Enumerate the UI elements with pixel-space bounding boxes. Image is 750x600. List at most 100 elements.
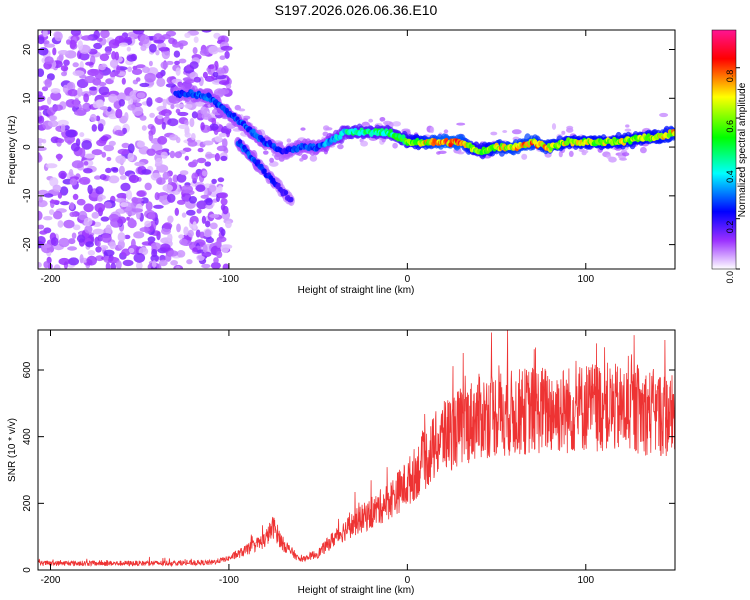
- noise-speck: [195, 184, 206, 192]
- noise-speck: [202, 71, 208, 79]
- noise-speck: [162, 184, 173, 192]
- noise-speck: [200, 194, 209, 199]
- noise-speck: [192, 247, 198, 252]
- noise-speck: [83, 203, 94, 213]
- ridge-core: [262, 168, 267, 174]
- x-tick-label: -200: [40, 274, 60, 285]
- noise-speck: [183, 226, 189, 236]
- y-tick-label: 600: [22, 361, 33, 378]
- noise-speck: [50, 91, 62, 101]
- y-tick-label: -20: [22, 237, 33, 252]
- noise-speck: [175, 265, 181, 269]
- noise-speck: [625, 124, 630, 128]
- noise-speck: [193, 76, 201, 83]
- noise-speck: [72, 70, 85, 77]
- noise-speck: [133, 231, 145, 239]
- noise-speck: [219, 55, 226, 60]
- x-tick-label: 0: [405, 575, 411, 586]
- noise-speck: [54, 31, 63, 42]
- noise-speck: [97, 196, 103, 202]
- noise-speck: [127, 152, 135, 162]
- noise-speck: [103, 249, 115, 257]
- noise-speck: [66, 82, 74, 90]
- y-tick-label: -10: [22, 188, 33, 203]
- noise-speck: [108, 175, 120, 184]
- noise-speck: [68, 169, 74, 177]
- noise-speck: [95, 255, 104, 262]
- noise-speck: [119, 175, 127, 180]
- noise-speck: [105, 224, 112, 235]
- snr-x-axis-label: Height of straight line (km): [298, 585, 415, 596]
- noise-speck: [104, 46, 113, 53]
- noise-speck: [115, 108, 123, 119]
- noise-speck: [153, 39, 164, 44]
- noise-speck: [78, 210, 88, 221]
- noise-speck: [118, 99, 126, 107]
- noise-speck: [191, 172, 198, 181]
- colorbar-tick-label: 0.2: [725, 221, 735, 234]
- noise-speck: [79, 176, 91, 185]
- noise-speck: [220, 45, 233, 51]
- noise-speck: [109, 241, 117, 250]
- noise-speck: [131, 196, 139, 203]
- noise-speck: [79, 132, 85, 138]
- noise-speck: [49, 199, 60, 204]
- noise-speck: [269, 157, 274, 163]
- noise-speck: [157, 135, 168, 145]
- noise-speck: [204, 161, 212, 167]
- noise-speck: [42, 40, 50, 45]
- noise-speck: [109, 59, 119, 68]
- noise-speck: [52, 47, 57, 56]
- noise-speck: [47, 96, 52, 105]
- noise-speck: [443, 129, 449, 134]
- noise-speck: [66, 39, 71, 45]
- noise-speck: [161, 227, 171, 235]
- noise-speck: [87, 250, 96, 256]
- noise-speck: [83, 161, 89, 166]
- noise-speck: [190, 133, 196, 141]
- noise-speck: [145, 201, 153, 211]
- noise-speck: [38, 68, 45, 77]
- noise-speck: [87, 184, 93, 195]
- noise-speck: [141, 169, 152, 175]
- noise-speck: [568, 150, 574, 157]
- noise-speck: [299, 158, 304, 162]
- noise-speck: [157, 114, 164, 120]
- noise-speck: [189, 215, 199, 225]
- noise-speck: [214, 153, 220, 162]
- noise-speck: [621, 152, 630, 157]
- noise-speck: [103, 144, 115, 152]
- noise-speck: [156, 77, 166, 87]
- noise-speck: [58, 257, 70, 266]
- noise-speck: [63, 219, 75, 229]
- noise-speck: [41, 86, 49, 92]
- noise-speck: [38, 47, 49, 56]
- x-tick-label: 100: [577, 575, 594, 586]
- noise-speck: [204, 229, 212, 238]
- x-tick-label: -200: [40, 575, 60, 586]
- noise-speck: [132, 30, 145, 35]
- noise-speck: [108, 140, 116, 147]
- noise-speck: [72, 193, 79, 200]
- noise-speck: [211, 118, 217, 126]
- noise-speck: [44, 78, 52, 88]
- noise-speck: [63, 59, 70, 66]
- noise-speck: [179, 170, 189, 176]
- noise-speck: [217, 185, 223, 193]
- noise-speck: [174, 103, 185, 108]
- noise-speck: [57, 153, 62, 162]
- noise-speck: [38, 152, 42, 162]
- noise-speck: [139, 34, 150, 45]
- noise-speck: [91, 149, 103, 156]
- noise-speck: [117, 232, 126, 242]
- noise-speck: [430, 126, 435, 134]
- snr-panel: -200 -100 0 100 0 200 400 600 Height of straigh…: [7, 329, 676, 596]
- noise-speck: [116, 92, 127, 102]
- noise-speck: [95, 115, 101, 122]
- noise-speck: [185, 79, 195, 84]
- noise-speck: [177, 111, 189, 117]
- noise-speck: [202, 140, 214, 146]
- colorbar-tick-label: 0.6: [725, 120, 735, 133]
- noise-speck: [167, 233, 173, 242]
- noise-speck: [606, 154, 612, 159]
